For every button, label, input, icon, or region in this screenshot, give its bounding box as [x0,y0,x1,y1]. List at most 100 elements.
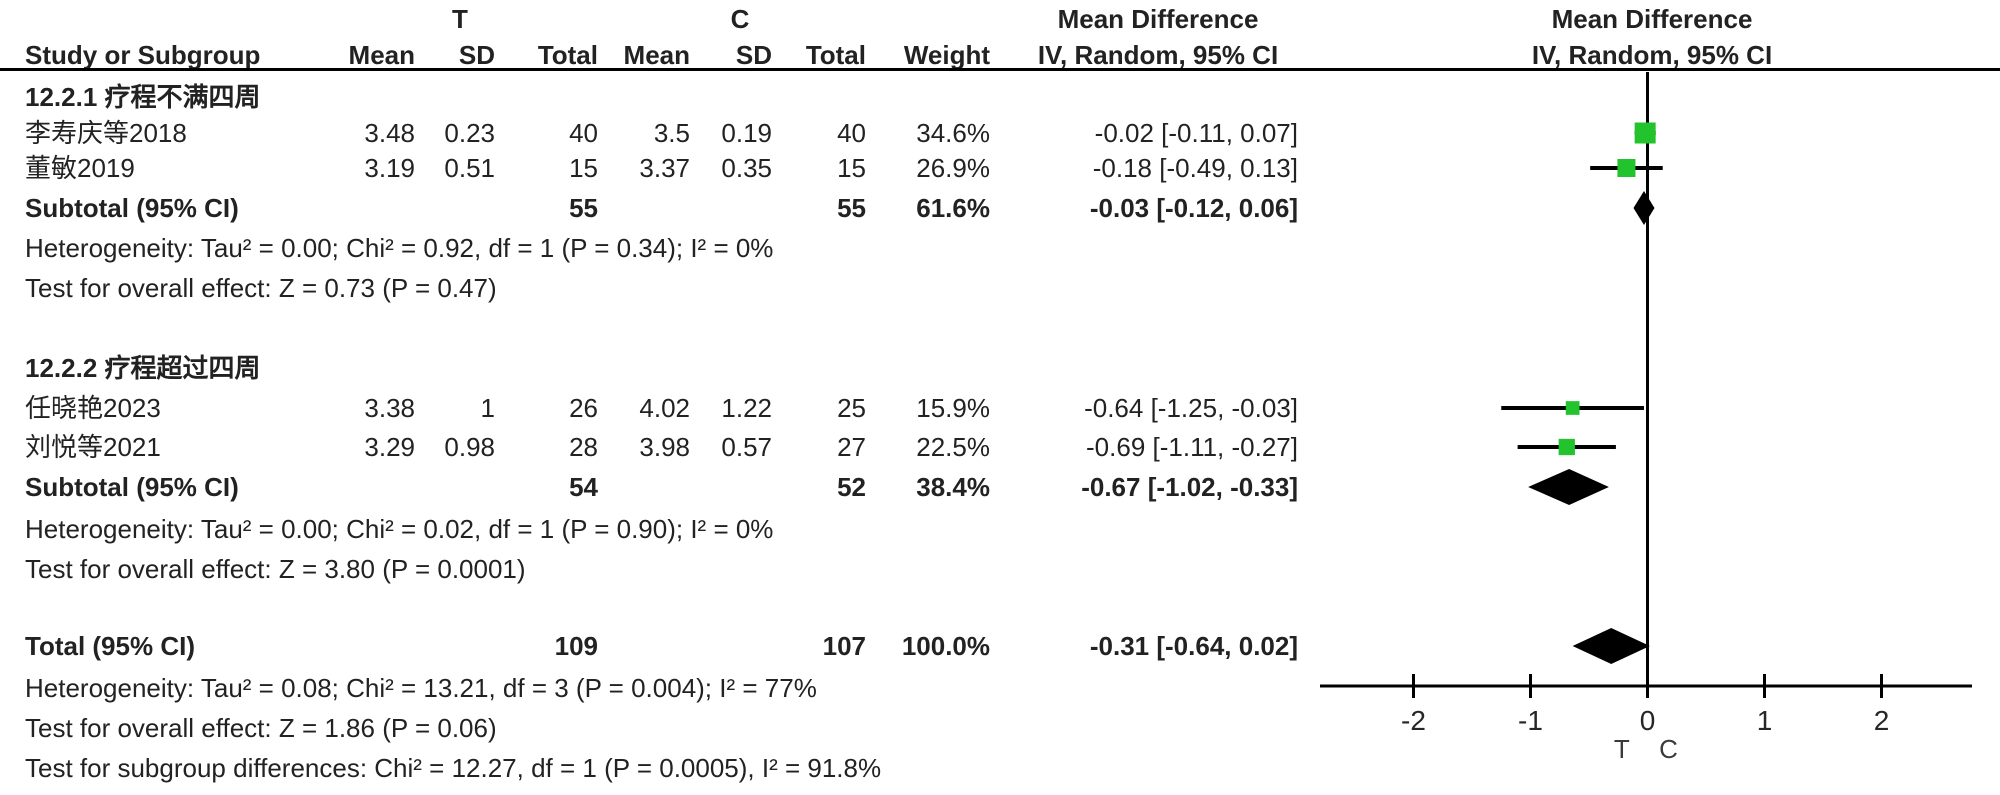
total-t: 40 [569,118,598,148]
sd-c: 0.35 [721,153,772,183]
subgroup-title: 12.2.1 疗程不满四周 [25,82,261,112]
total-c: 107 [822,631,866,661]
weight: 38.4% [916,472,990,502]
subtotal-row: Subtotal (95% CI) 54 52 38.4% -0.67 [-1.… [0,469,1345,505]
total-c: 25 [837,393,866,423]
heterogeneity-text: Heterogeneity: Tau² = 0.08; Chi² = 13.21… [25,673,817,703]
col-sd-t: SD [458,40,495,70]
overall-effect-text: Test for overall effect: Z = 3.80 (P = 0… [25,554,526,584]
study-row: 刘悦等2021 3.29 0.98 28 3.98 0.57 27 22.5% … [0,429,1345,465]
total-c: 52 [837,472,866,502]
mean-t: 3.38 [364,393,415,423]
total-t: 109 [554,631,598,661]
mean-t: 3.29 [364,432,415,462]
col-total-t: Total [537,40,598,70]
mean-c: 3.5 [653,118,690,148]
svg-text:C: C [1659,734,1678,764]
ci-text: -0.31 [-0.64, 0.02] [1089,631,1298,661]
total-label: Total (95% CI) [25,631,195,661]
subtotal-label: Subtotal (95% CI) [25,472,239,502]
ci-text: -0.03 [-0.12, 0.06] [1089,193,1298,223]
weight: 100.0% [901,631,990,661]
sd-t: 0.51 [444,153,495,183]
col-mean-t: Mean [348,40,415,70]
svg-text:2: 2 [1874,705,1890,736]
heterogeneity-row: Heterogeneity: Tau² = 0.00; Chi² = 0.02,… [0,511,1345,547]
col-weight: Weight [903,40,990,70]
col-study: Study or Subgroup [25,40,261,70]
weight: 61.6% [916,193,990,223]
subgroup-title-row: 12.2.1 疗程不满四周 [0,79,1345,115]
study-name: 任晓艳2023 [25,393,161,423]
subtotal-label: Subtotal (95% CI) [25,193,239,223]
group-c-header: C [730,4,750,34]
weight: 15.9% [916,393,990,423]
column-header-row: Study or Subgroup Mean SD Total Mean SD … [0,37,1345,73]
subgroup-title-row: 12.2.2 疗程超过四周 [0,350,1345,386]
mean-t: 3.19 [364,153,415,183]
svg-text:0: 0 [1640,705,1656,736]
total-c: 40 [837,118,866,148]
total-t: 26 [569,393,598,423]
total-t: 55 [569,193,598,223]
effect-title-right: Mean Difference [1551,4,1753,34]
study-row: 李寿庆等2018 3.48 0.23 40 3.5 0.19 40 34.6% … [0,115,1345,151]
sd-c: 1.22 [721,393,772,423]
weight: 34.6% [916,118,990,148]
overall-effect-row: Test for overall effect: Z = 3.80 (P = 0… [0,551,1345,587]
study-row: 任晓艳2023 3.38 1 26 4.02 1.22 25 15.9% -0.… [0,390,1345,426]
overall-effect-text: Test for overall effect: Z = 0.73 (P = 0… [25,273,497,303]
header-divider [0,68,2000,71]
total-t: 28 [569,432,598,462]
subgroup-diff-row: Test for subgroup differences: Chi² = 12… [0,750,1345,786]
heterogeneity-row: Heterogeneity: Tau² = 0.00; Chi² = 0.92,… [0,230,1345,266]
group-t-header: T [452,4,468,34]
weight: 22.5% [916,432,990,462]
sd-t: 0.98 [444,432,495,462]
total-t: 15 [569,153,598,183]
ci-text: -0.69 [-1.11, -0.27] [1086,432,1298,462]
heterogeneity-text: Heterogeneity: Tau² = 0.00; Chi² = 0.02,… [25,514,774,544]
svg-text:-2: -2 [1401,705,1426,736]
sd-c: 0.57 [721,432,772,462]
weight: 26.9% [916,153,990,183]
svg-text:1: 1 [1757,705,1773,736]
heterogeneity-row: Heterogeneity: Tau² = 0.08; Chi² = 13.21… [0,670,1345,706]
heterogeneity-text: Heterogeneity: Tau² = 0.00; Chi² = 0.92,… [25,233,774,263]
total-t: 54 [569,472,598,502]
subtotal-row: Subtotal (95% CI) 55 55 61.6% -0.03 [-0.… [0,190,1345,226]
ci-text: -0.67 [-1.02, -0.33] [1081,472,1298,502]
study-row: 董敏2019 3.19 0.51 15 3.37 0.35 15 26.9% -… [0,150,1345,186]
overall-effect-text: Test for overall effect: Z = 1.86 (P = 0… [25,713,497,743]
svg-text:T: T [1614,734,1630,764]
mean-c: 3.37 [639,153,690,183]
mean-t: 3.48 [364,118,415,148]
sd-t: 1 [480,393,495,423]
effect-subtitle-left: IV, Random, 95% CI [1037,40,1279,70]
effect-subtitle-right: IV, Random, 95% CI [1531,40,1773,70]
sd-c: 0.19 [721,118,772,148]
total-c: 55 [837,193,866,223]
study-name: 刘悦等2021 [25,432,161,462]
total-c: 27 [837,432,866,462]
col-total-c: Total [805,40,866,70]
col-mean-c: Mean [623,40,690,70]
total-row: Total (95% CI) 109 107 100.0% -0.31 [-0.… [0,628,1345,664]
svg-text:-1: -1 [1518,705,1543,736]
mean-c: 3.98 [639,432,690,462]
overall-effect-row: Test for overall effect: Z = 1.86 (P = 0… [0,710,1345,746]
subgroup-title: 12.2.2 疗程超过四周 [25,353,261,383]
subgroup-diff-text: Test for subgroup differences: Chi² = 12… [25,753,882,783]
study-name: 李寿庆等2018 [25,118,187,148]
ci-text: -0.02 [-0.11, 0.07] [1094,118,1298,148]
overall-effect-row: Test for overall effect: Z = 0.73 (P = 0… [0,270,1345,306]
total-c: 15 [837,153,866,183]
col-sd-c: SD [735,40,772,70]
sd-t: 0.23 [444,118,495,148]
ci-text: -0.18 [-0.49, 0.13] [1092,153,1298,183]
study-name: 董敏2019 [25,153,135,183]
mean-c: 4.02 [639,393,690,423]
ci-text: -0.64 [-1.25, -0.03] [1084,393,1298,423]
